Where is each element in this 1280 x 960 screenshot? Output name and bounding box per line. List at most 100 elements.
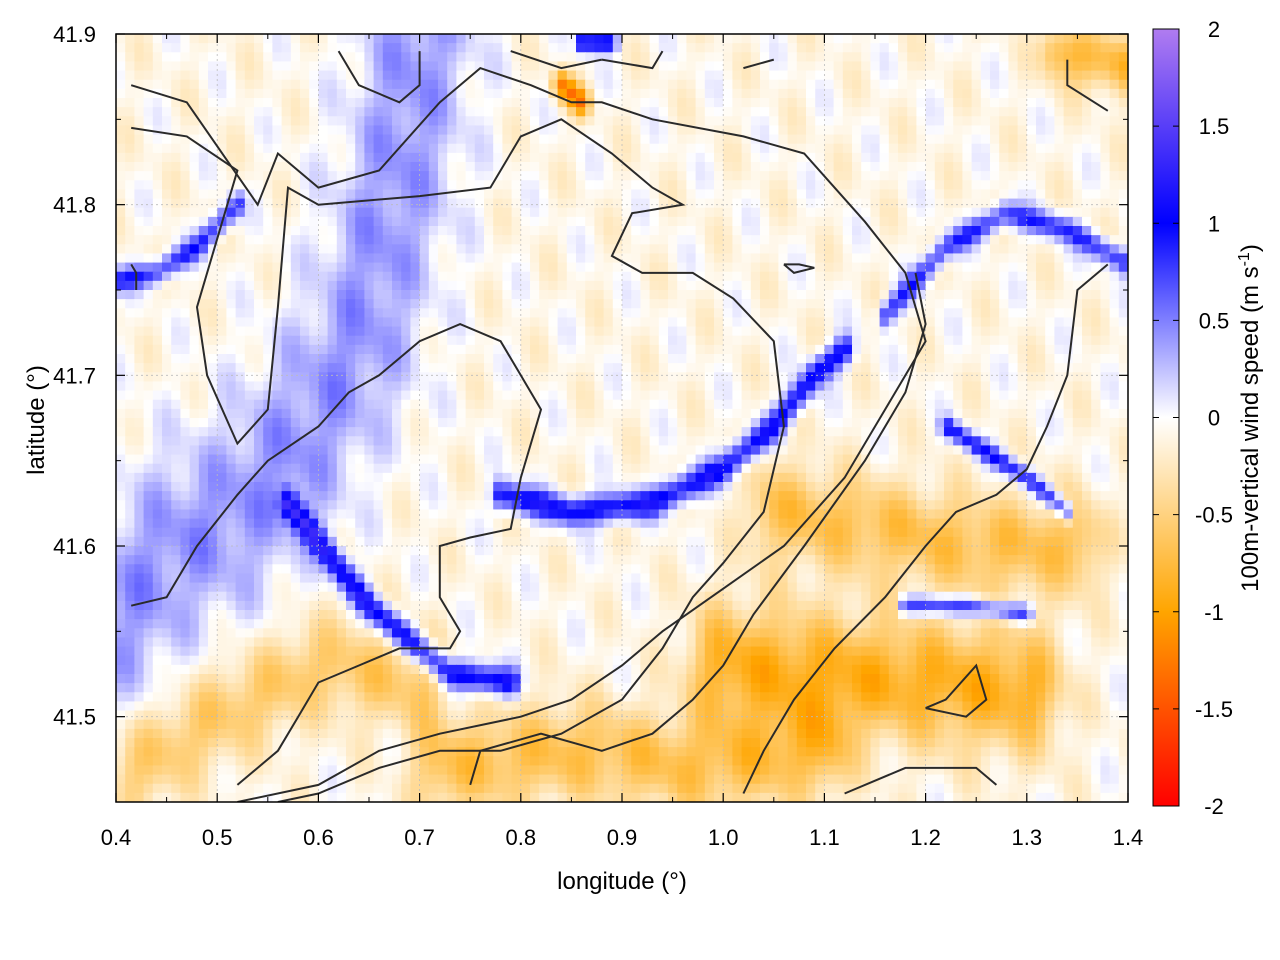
heatmap-cell (557, 198, 568, 209)
heatmap-cell (511, 88, 522, 99)
heatmap-cell (704, 344, 715, 355)
heatmap-cell (226, 390, 237, 401)
heatmap-cell (134, 34, 145, 44)
heatmap-cell (189, 308, 200, 319)
heatmap-cell (1072, 326, 1083, 337)
heatmap-cell (162, 98, 172, 108)
heatmap-cell (741, 271, 752, 282)
heatmap-cell (861, 354, 871, 364)
heatmap-cell (594, 226, 605, 236)
heatmap-cell (622, 34, 632, 44)
heatmap-cell (888, 226, 899, 236)
heatmap-cell (336, 116, 347, 127)
heatmap-cell (1017, 125, 1028, 136)
heatmap-cell (723, 280, 733, 291)
heatmap-cell (189, 427, 200, 437)
heatmap-cell (695, 290, 706, 300)
heatmap-cell (410, 216, 421, 227)
heatmap-cell (686, 381, 697, 392)
heatmap-cell (990, 189, 1000, 200)
heatmap-cell (254, 88, 264, 99)
heatmap-cell (355, 216, 365, 227)
heatmap-cell (290, 143, 301, 154)
heatmap-cell (686, 162, 697, 172)
heatmap-cell (1100, 418, 1111, 428)
heatmap-cell (346, 408, 356, 419)
heatmap-cell (585, 34, 595, 44)
heatmap-cell (971, 344, 982, 355)
heatmap-cell (1072, 436, 1083, 447)
heatmap-cell (907, 143, 917, 154)
heatmap-cell (1109, 180, 1120, 191)
heatmap-cell (254, 189, 264, 200)
heatmap-cell (631, 244, 641, 255)
heatmap-cell (272, 354, 283, 364)
heatmap-cell (585, 226, 595, 236)
heatmap-cell (971, 216, 982, 227)
heatmap-cell (806, 207, 816, 218)
heatmap-cell (226, 171, 237, 181)
heatmap-cell (346, 79, 356, 90)
heatmap-cell (208, 354, 218, 364)
heatmap-cell (189, 98, 200, 108)
heatmap-cell (1017, 98, 1028, 108)
heatmap-cell (272, 171, 283, 181)
heatmap-cell (327, 180, 338, 191)
heatmap-cell (1017, 308, 1028, 319)
heatmap-cell (318, 271, 329, 282)
heatmap-cell (732, 207, 743, 218)
heatmap-cell (410, 408, 421, 419)
heatmap-cell (778, 226, 789, 236)
heatmap-cell (925, 390, 936, 401)
heatmap-cell (557, 372, 568, 383)
heatmap-cell (723, 198, 733, 209)
heatmap-cell (244, 363, 255, 373)
heatmap-cell (1091, 290, 1101, 300)
heatmap-cell (704, 34, 715, 44)
heatmap-cell (806, 235, 816, 245)
heatmap-cell (511, 52, 522, 63)
heatmap-cell (244, 70, 255, 81)
heatmap-cell (603, 162, 614, 172)
heatmap-cell (603, 418, 614, 428)
heatmap-cell (815, 399, 825, 410)
heatmap-cell (134, 308, 145, 319)
heatmap-cell (465, 372, 476, 383)
heatmap-cell (612, 390, 623, 401)
heatmap-cell (1017, 290, 1028, 300)
heatmap-cell (612, 344, 623, 355)
heatmap-cell (879, 244, 890, 255)
heatmap-cell (1082, 198, 1092, 209)
heatmap-cell (373, 363, 384, 373)
heatmap-cell (999, 198, 1009, 209)
heatmap-cell (1045, 52, 1055, 63)
heatmap-cell (622, 180, 632, 191)
heatmap-cell (1072, 363, 1083, 373)
heatmap-cell (612, 216, 623, 227)
heatmap-cell (1072, 354, 1083, 364)
heatmap-cell (548, 171, 559, 181)
heatmap-cell (879, 344, 890, 355)
heatmap-cell (530, 436, 540, 447)
heatmap-cell (695, 326, 706, 337)
heatmap-cell (990, 79, 1000, 90)
heatmap-cell (272, 143, 283, 154)
heatmap-cell (1091, 143, 1101, 154)
heatmap-cell (235, 152, 246, 163)
heatmap-cell (649, 354, 660, 364)
heatmap-cell (695, 344, 706, 355)
heatmap-cell (971, 162, 982, 172)
heatmap-cell (907, 207, 917, 218)
heatmap-cell (162, 125, 172, 136)
heatmap-cell (1091, 436, 1101, 447)
heatmap-cell (373, 290, 384, 300)
heatmap-cell (263, 52, 273, 63)
heatmap-cell (861, 262, 871, 273)
heatmap-cell (484, 143, 494, 154)
heatmap-cell (971, 262, 982, 273)
heatmap-cell (677, 244, 687, 255)
heatmap-cell (318, 162, 329, 172)
heatmap-cell (1072, 408, 1083, 419)
heatmap-cell (392, 436, 402, 447)
heatmap-cell (925, 317, 936, 328)
